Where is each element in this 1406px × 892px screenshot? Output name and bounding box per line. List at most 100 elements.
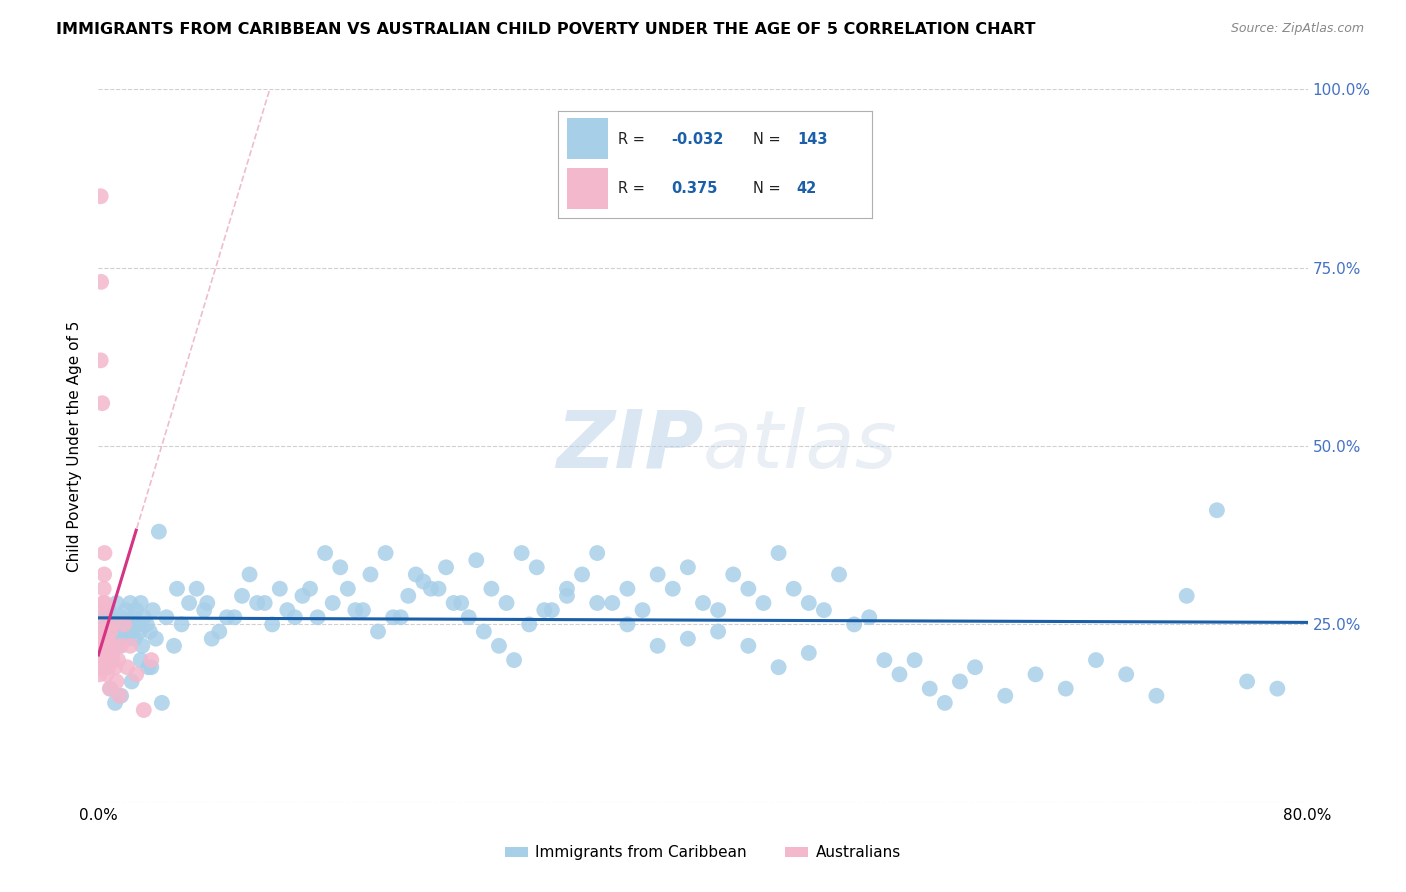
Point [101, 653, 124, 667]
Point [676, 560, 699, 574]
Point [110, 639, 132, 653]
Point [208, 624, 231, 639]
Point [344, 603, 367, 617]
Point [352, 603, 374, 617]
Point [118, 617, 141, 632]
Point [155, 610, 177, 624]
Point [1146, 689, 1168, 703]
Point [107, 653, 129, 667]
Point [100, 681, 122, 696]
Point [186, 582, 208, 596]
Point [284, 610, 307, 624]
Point [934, 696, 956, 710]
Point [132, 703, 155, 717]
Point [1267, 681, 1289, 696]
Point [465, 553, 488, 567]
Point [526, 560, 548, 574]
Point [104, 617, 127, 632]
Point [555, 582, 578, 596]
Point [889, 667, 911, 681]
Point [103, 632, 125, 646]
Point [481, 582, 503, 596]
Point [201, 632, 224, 646]
Point [107, 624, 129, 639]
Point [89, 639, 111, 653]
Point [90, 189, 112, 203]
Point [148, 524, 170, 539]
Point [239, 567, 262, 582]
Point [90, 639, 112, 653]
Point [533, 603, 555, 617]
Point [97, 660, 120, 674]
Text: IMMIGRANTS FROM CARIBBEAN VS AUSTRALIAN CHILD POVERTY UNDER THE AGE OF 5 CORRELA: IMMIGRANTS FROM CARIBBEAN VS AUSTRALIAN … [56, 22, 1036, 37]
Point [128, 624, 150, 639]
Point [110, 610, 132, 624]
Point [374, 546, 396, 560]
Point [276, 603, 298, 617]
Point [100, 617, 122, 632]
Point [420, 582, 443, 596]
Point [360, 567, 382, 582]
Point [193, 603, 215, 617]
Point [141, 660, 163, 674]
Point [231, 589, 253, 603]
Y-axis label: Child Poverty Under the Age of 5: Child Poverty Under the Age of 5 [67, 320, 83, 572]
Point [94, 639, 117, 653]
Point [707, 603, 730, 617]
Point [405, 567, 427, 582]
Point [1085, 653, 1108, 667]
Point [904, 653, 927, 667]
Text: 143: 143 [797, 132, 827, 147]
Point [139, 624, 162, 639]
Point [93, 582, 115, 596]
Point [90, 275, 112, 289]
Text: 0.375: 0.375 [671, 181, 717, 196]
Point [797, 646, 820, 660]
Point [105, 674, 128, 689]
Point [752, 596, 775, 610]
Point [367, 624, 389, 639]
Text: atlas: atlas [703, 407, 898, 485]
Point [114, 603, 136, 617]
Point [94, 639, 117, 653]
Point [571, 567, 593, 582]
Point [132, 610, 155, 624]
Text: Source: ZipAtlas.com: Source: ZipAtlas.com [1230, 22, 1364, 36]
Point [142, 603, 165, 617]
Point [94, 646, 117, 660]
Point [412, 574, 434, 589]
Point [120, 639, 142, 653]
Point [89, 660, 111, 674]
Point [108, 639, 131, 653]
Point [602, 596, 624, 610]
Point [108, 689, 131, 703]
Point [616, 582, 638, 596]
Point [723, 567, 745, 582]
Point [100, 624, 122, 639]
Point [797, 596, 820, 610]
Point [129, 596, 152, 610]
Point [246, 596, 269, 610]
Point [131, 639, 153, 653]
Point [555, 589, 578, 603]
Point [965, 660, 987, 674]
Point [101, 610, 124, 624]
Point [472, 624, 495, 639]
Point [215, 610, 238, 624]
Point [443, 596, 465, 610]
Point [89, 653, 111, 667]
Text: -0.032: -0.032 [671, 132, 724, 147]
Point [307, 610, 329, 624]
Point [129, 653, 152, 667]
Point [124, 632, 146, 646]
Text: R =: R = [617, 132, 644, 147]
Point [141, 653, 163, 667]
Point [647, 567, 669, 582]
Point [873, 653, 896, 667]
Point [93, 624, 115, 639]
Point [96, 667, 118, 681]
Point [692, 596, 714, 610]
Point [121, 674, 143, 689]
Point [994, 689, 1017, 703]
Point [949, 674, 972, 689]
